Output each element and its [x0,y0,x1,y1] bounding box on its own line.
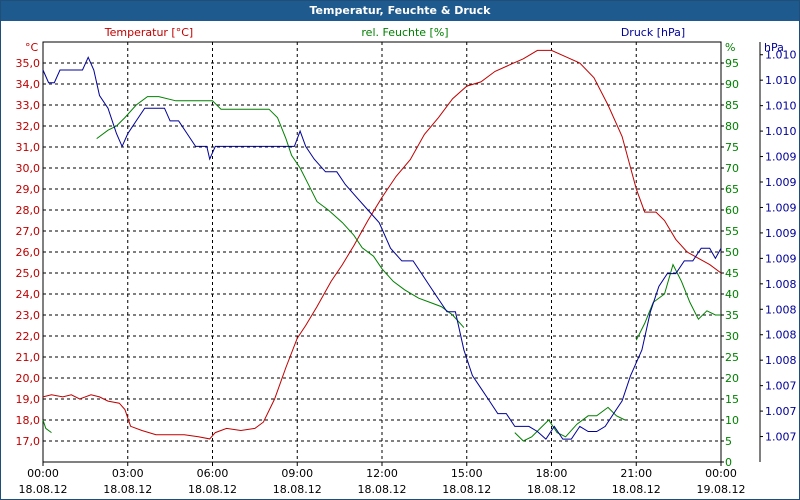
chart-canvas: 00:00 18.08.12 03:00 18.08.12 06:00 18.08.12 0… [16,26,797,496]
temperature-tick-label: 35,0 [16,57,41,70]
x-tick-label-time: 06:00 [197,467,229,480]
humidity-tick-label: 0 [725,456,732,469]
humidity-tick-label: 40 [725,288,739,301]
x-tick-label-date: 18.08.12 [188,483,237,496]
humidity-tick-label: 30 [725,330,739,343]
humidity-tick-label: 65 [725,183,739,196]
temperature-tick-label: 30,0 [16,162,41,175]
pressure-tick-label: 1.008 [765,303,797,316]
temperature-tick-label: 32,0 [16,120,41,133]
temperature-tick-label: 26,0 [16,246,41,259]
temperature-tick-label: 27,0 [16,225,41,238]
pressure-tick-label: 1.009 [765,252,797,265]
x-tick-label-date: 18.08.12 [103,483,152,496]
humidity-tick-label: 95 [725,57,739,70]
humidity-tick-label: 90 [725,78,739,91]
temperature-tick-label: 22,0 [16,330,41,343]
temperature-axis-title: Temperatur [°C] [104,26,193,39]
x-tick-label-date: 18.08.12 [612,483,661,496]
temperature-tick-label: 34,0 [16,78,41,91]
pressure-tick-label: 1.008 [765,329,797,342]
humidity-unit-label: % [725,41,735,54]
humidity-tick-label: 20 [725,372,739,385]
x-tick-label-time: 09:00 [281,467,313,480]
temperature-tick-label: 33,0 [16,99,41,112]
pressure-tick-label: 1.010 [765,125,797,138]
humidity-axis-title: rel. Feuchte [%] [361,26,448,39]
pressure-tick-label: 1.010 [765,49,797,62]
x-tick-label-date: 18.08.12 [273,483,322,496]
humidity-tick-label: 15 [725,393,739,406]
temperature-tick-label: 19,0 [16,393,41,406]
humidity-tick-label: 35 [725,309,739,322]
pressure-tick-label: 1.010 [765,100,797,113]
humidity-series-line [635,263,721,341]
temperature-tick-label: 28,0 [16,204,41,217]
pressure-tick-label: 1.009 [765,176,797,189]
x-tick-label-date: 19.08.12 [697,483,746,496]
chart-title: Temperatur, Feuchte & Druck [1,1,799,21]
pressure-tick-label: 1.009 [765,151,797,164]
x-tick-label-time: 03:00 [112,467,144,480]
humidity-tick-label: 10 [725,414,739,427]
x-tick-label-time: 18:00 [536,467,568,480]
humidity-tick-label: 75 [725,141,739,154]
humidity-series-line [96,96,465,328]
temperature-tick-label: 18,0 [16,414,41,427]
temperature-tick-label: 20,0 [16,372,41,385]
humidity-series-line [514,406,626,442]
pressure-tick-label: 1.009 [765,227,797,240]
pressure-axis-title: Druck [hPa] [621,26,685,39]
temperature-unit-label: °C [25,41,39,54]
x-tick-label-time: 00:00 [705,467,737,480]
pressure-tick-label: 1.009 [765,201,797,214]
pressure-tick-label: 1.008 [765,354,797,367]
humidity-tick-label: 55 [725,225,739,238]
humidity-tick-label: 60 [725,204,739,217]
pressure-tick-label: 1.007 [765,380,797,393]
pressure-tick-label: 1.008 [765,278,797,291]
humidity-tick-label: 5 [725,435,732,448]
humidity-tick-label: 70 [725,162,739,175]
temperature-tick-label: 21,0 [16,351,41,364]
pressure-tick-label: 1.010 [765,74,797,87]
humidity-tick-label: 80 [725,120,739,133]
humidity-series-line [42,419,52,434]
humidity-tick-label: 85 [725,99,739,112]
humidity-tick-label: 50 [725,246,739,259]
pressure-series-line [42,56,722,440]
pressure-tick-label: 1.007 [765,431,797,444]
x-tick-label-date: 18.08.12 [442,483,491,496]
x-tick-label-time: 21:00 [620,467,652,480]
x-tick-label-time: 15:00 [451,467,483,480]
temperature-tick-label: 17,0 [16,435,41,448]
humidity-tick-label: 45 [725,267,739,280]
temperature-tick-label: 29,0 [16,183,41,196]
temperature-series-line [42,49,722,440]
pressure-tick-label: 1.007 [765,405,797,418]
temperature-tick-label: 23,0 [16,309,41,322]
x-tick-label-date: 18.08.12 [527,483,576,496]
x-tick-label-date: 18.08.12 [358,483,407,496]
x-tick-label-time: 00:00 [27,467,59,480]
humidity-tick-label: 25 [725,351,739,364]
temperature-tick-label: 25,0 [16,267,41,280]
x-tick-label-date: 18.08.12 [19,483,68,496]
x-tick-label-time: 12:00 [366,467,398,480]
temperature-tick-label: 31,0 [16,141,41,154]
temperature-tick-label: 24,0 [16,288,41,301]
pressure-unit-label: hPa [764,41,784,54]
